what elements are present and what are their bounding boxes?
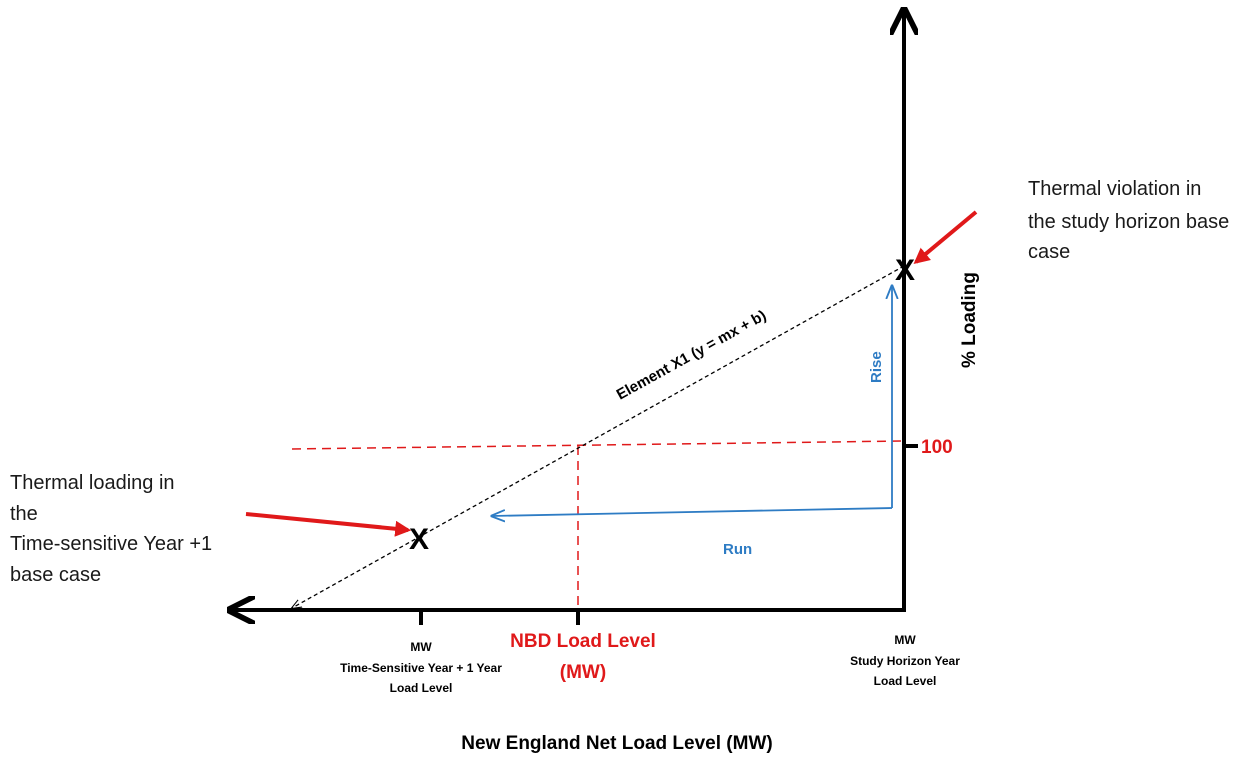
x-axis-title: New England Net Load Level (MW) bbox=[461, 733, 772, 754]
x-tick-left-line2: Load Level bbox=[390, 681, 453, 695]
y-axis-title: % Loading bbox=[959, 272, 980, 368]
loading-note-line3: Time-sensitive Year +1 bbox=[10, 533, 212, 555]
x-tick-left-unit: MW bbox=[410, 640, 432, 654]
violation-note-line3: case bbox=[1028, 241, 1070, 263]
loading-annotation: Thermal loading in the Time-sensitive Ye… bbox=[10, 472, 212, 586]
x-tick-right-line1: Study Horizon Year bbox=[850, 654, 960, 668]
x-tick-left-line1: Time-Sensitive Year + 1 Year bbox=[340, 661, 502, 675]
run-label: Run bbox=[723, 541, 752, 558]
nbd-label-line1: NBD Load Level bbox=[510, 631, 656, 652]
x-tick-right-line2: Load Level bbox=[874, 674, 937, 688]
y-tick-label-100: 100 bbox=[921, 437, 953, 458]
violation-annotation: Thermal violation in the study horizon b… bbox=[1028, 178, 1229, 263]
rise-label: Rise bbox=[868, 351, 885, 383]
x-tick-right-unit: MW bbox=[894, 633, 916, 647]
loading-pointer-arrow bbox=[245, 512, 412, 537]
loading-x-marker: X bbox=[409, 523, 429, 556]
nbd-label-line2: (MW) bbox=[560, 662, 606, 683]
violation-pointer-arrow bbox=[913, 210, 978, 265]
run-arrow bbox=[492, 507, 893, 516]
horizontal-100-line bbox=[291, 440, 905, 450]
violation-note-line2: the study horizon base bbox=[1028, 211, 1229, 233]
violation-note-line1: Thermal violation in bbox=[1028, 178, 1201, 200]
loading-note-line4: base case bbox=[10, 564, 101, 586]
loading-note-line2: the bbox=[10, 503, 38, 525]
violation-x-marker: X bbox=[895, 254, 915, 287]
loading-note-line1: Thermal loading in bbox=[10, 472, 175, 494]
element-line-label: Element X1 (y = mx + b) bbox=[614, 307, 770, 404]
element-x1-line bbox=[292, 265, 905, 608]
